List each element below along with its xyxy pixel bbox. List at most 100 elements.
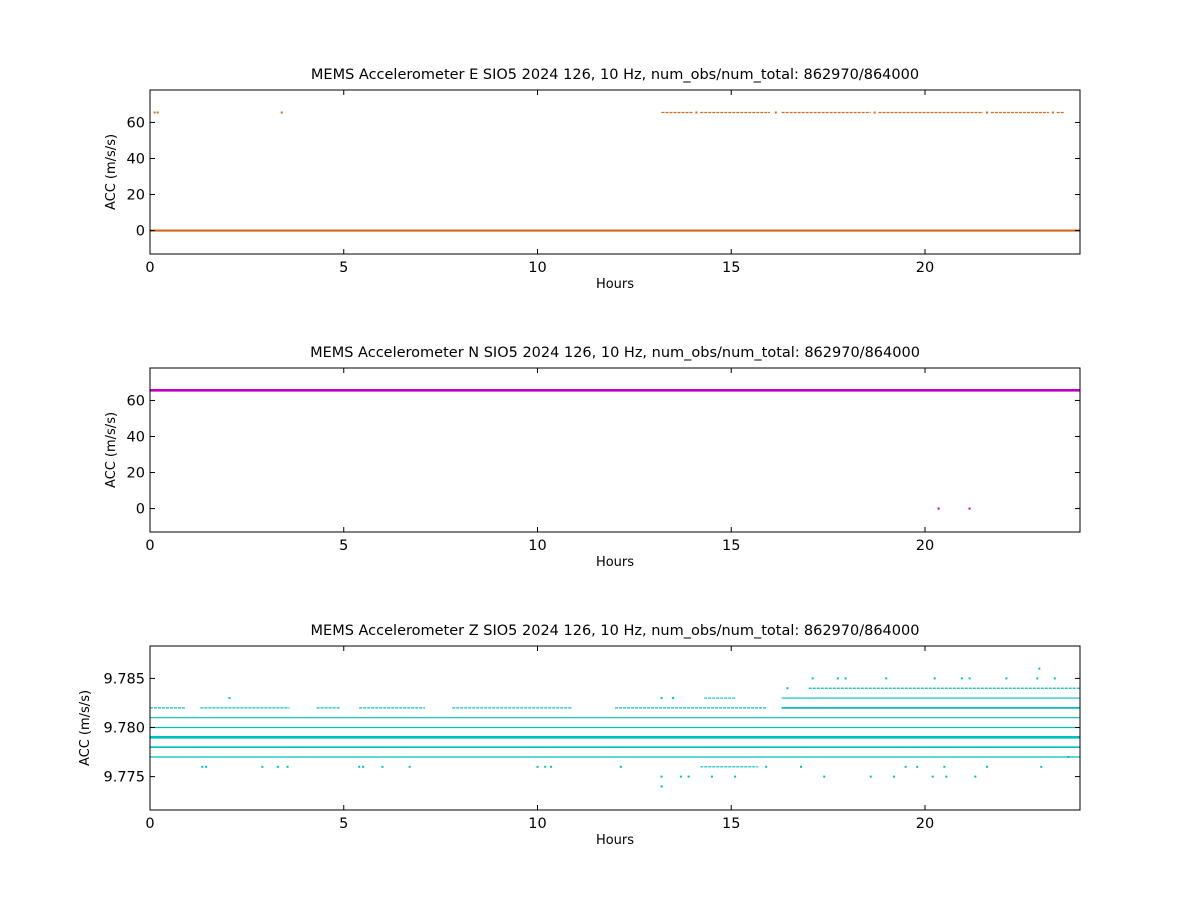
y-tick-label: 60 bbox=[127, 115, 145, 131]
data-point bbox=[286, 765, 289, 768]
plot-area bbox=[150, 667, 1080, 788]
y-tick-label: 40 bbox=[127, 429, 145, 445]
y-tick-label: 9.775 bbox=[103, 770, 145, 786]
data-point bbox=[550, 765, 553, 768]
y-tick-label: 0 bbox=[136, 502, 145, 518]
axes-frame bbox=[149, 367, 1081, 533]
x-tick-label: 5 bbox=[339, 260, 348, 276]
data-point bbox=[823, 775, 826, 778]
x-tick-label: 20 bbox=[916, 816, 934, 832]
data-point bbox=[672, 697, 675, 700]
y-tick-label: 40 bbox=[127, 151, 145, 167]
data-point bbox=[885, 677, 888, 680]
y-tick-label: 60 bbox=[127, 393, 145, 409]
x-tick-label: 0 bbox=[145, 260, 154, 276]
data-point bbox=[869, 775, 872, 778]
x-axis-label: Hours bbox=[596, 277, 634, 292]
data-point bbox=[276, 765, 279, 768]
subplot-title: MEMS Accelerometer E SIO5 2024 126, 10 H… bbox=[311, 67, 919, 83]
subplot-east: MEMS Accelerometer E SIO5 2024 126, 10 H… bbox=[104, 67, 1081, 292]
data-point bbox=[1067, 755, 1070, 758]
data-point bbox=[844, 677, 847, 680]
data-point bbox=[960, 677, 963, 680]
data-point bbox=[916, 765, 919, 768]
data-point bbox=[358, 765, 361, 768]
data-point bbox=[968, 507, 971, 510]
data-point bbox=[937, 507, 940, 510]
x-tick-label: 15 bbox=[722, 260, 740, 276]
data-point bbox=[943, 765, 946, 768]
subplot-title: MEMS Accelerometer N SIO5 2024 126, 10 H… bbox=[310, 345, 920, 361]
data-point bbox=[786, 687, 789, 690]
data-point bbox=[765, 765, 768, 768]
axis-ticks: 0 5 10 15 20 9.775 9.780 9.785 bbox=[103, 646, 1080, 832]
x-tick-label: 20 bbox=[916, 260, 934, 276]
data-point bbox=[153, 111, 156, 114]
data-point bbox=[1051, 111, 1054, 114]
data-point bbox=[687, 775, 690, 778]
data-point bbox=[893, 775, 895, 778]
data-point bbox=[536, 765, 539, 768]
data-point bbox=[156, 111, 159, 114]
y-axis-label: ACC (m/s/s) bbox=[104, 134, 119, 210]
data-point bbox=[1040, 765, 1043, 768]
data-point bbox=[679, 775, 682, 778]
data-point bbox=[1036, 677, 1039, 680]
data-point bbox=[974, 775, 977, 778]
y-tick-label: 9.780 bbox=[103, 721, 145, 737]
data-point bbox=[986, 765, 988, 768]
data-point bbox=[1053, 677, 1056, 680]
x-axis-label: Hours bbox=[596, 833, 634, 848]
x-tick-label: 20 bbox=[916, 538, 934, 554]
data-point bbox=[836, 677, 839, 680]
axes-frame bbox=[149, 89, 1081, 255]
y-tick-label: 0 bbox=[136, 224, 145, 240]
plot-area bbox=[150, 111, 1080, 232]
x-axis-label: Hours bbox=[596, 555, 634, 570]
data-point bbox=[710, 775, 713, 778]
data-point bbox=[201, 765, 204, 768]
data-point bbox=[904, 765, 907, 768]
y-tick-label: 20 bbox=[127, 188, 145, 204]
x-tick-label: 0 bbox=[145, 538, 154, 554]
data-point bbox=[619, 765, 622, 768]
data-point bbox=[931, 775, 934, 778]
data-point bbox=[800, 765, 802, 768]
data-point bbox=[774, 111, 777, 114]
data-point bbox=[280, 111, 283, 114]
y-tick-label: 9.785 bbox=[103, 671, 145, 687]
data-point bbox=[660, 697, 663, 700]
data-point bbox=[734, 775, 737, 778]
x-tick-label: 15 bbox=[722, 538, 740, 554]
data-point bbox=[408, 765, 411, 768]
y-axis-label: ACC (m/s/s) bbox=[78, 690, 93, 766]
data-point bbox=[873, 111, 876, 114]
data-point bbox=[968, 677, 971, 680]
data-point bbox=[261, 765, 264, 768]
data-point bbox=[986, 111, 988, 114]
data-point bbox=[228, 697, 231, 700]
data-point bbox=[945, 775, 948, 778]
subplot-title: MEMS Accelerometer Z SIO5 2024 126, 10 H… bbox=[311, 623, 920, 639]
x-tick-label: 0 bbox=[145, 816, 154, 832]
data-point bbox=[1005, 677, 1008, 680]
subplot-vertical: MEMS Accelerometer Z SIO5 2024 126, 10 H… bbox=[78, 623, 1081, 848]
x-tick-label: 5 bbox=[339, 538, 348, 554]
x-tick-label: 10 bbox=[528, 816, 546, 832]
data-point bbox=[205, 765, 208, 768]
y-tick-label: 20 bbox=[127, 466, 145, 482]
axis-ticks: 0 5 10 15 20 0 20 40 60 bbox=[127, 90, 1080, 276]
x-tick-label: 15 bbox=[722, 816, 740, 832]
x-tick-label: 5 bbox=[339, 816, 348, 832]
y-axis-label: ACC (m/s/s) bbox=[104, 412, 119, 488]
data-point bbox=[1038, 667, 1041, 670]
data-point bbox=[362, 765, 365, 768]
x-tick-label: 10 bbox=[528, 260, 546, 276]
subplot-north: MEMS Accelerometer N SIO5 2024 126, 10 H… bbox=[104, 345, 1081, 570]
data-point bbox=[695, 111, 698, 114]
plot-area bbox=[150, 389, 1080, 510]
x-tick-label: 10 bbox=[528, 538, 546, 554]
data-point bbox=[660, 775, 663, 778]
